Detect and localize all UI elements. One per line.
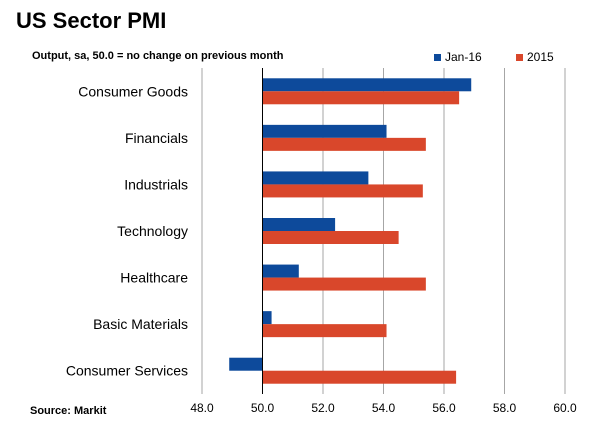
legend: Jan-16 2015 [434,50,554,64]
chart-title: US Sector PMI [16,8,166,33]
x-tick-label: 54.0 [372,401,396,415]
category-label: Consumer Services [66,363,188,379]
chart-subtitle: Output, sa, 50.0 = no change on previous… [32,50,284,62]
x-tick-label: 58.0 [493,401,517,415]
bar-jan16 [262,264,299,278]
legend-label-jan16: Jan-16 [445,50,482,64]
category-label: Basic Materials [93,316,188,332]
category-label: Healthcare [120,270,188,286]
category-label: Industrials [124,176,188,192]
bar-2015 [262,324,387,338]
category-label: Consumer Goods [78,83,188,99]
bar-jan16 [229,357,263,371]
category-label: Financials [125,130,188,146]
bar-2015 [262,231,399,244]
source-note: Source: Markit [30,405,107,417]
bar-jan16 [262,218,336,231]
bar-jan16 [262,311,272,325]
category-labels: Consumer Goods Financials Industrials Techn… [66,83,188,378]
category-label: Technology [117,223,188,239]
legend-swatch-jan16 [434,54,441,61]
bar-jan16 [262,78,472,92]
x-tick-label: 48.0 [190,401,214,415]
legend-label-2015: 2015 [527,50,554,64]
legend-swatch-2015 [516,54,523,61]
bar-2015 [262,91,460,105]
bar-jan16 [262,171,369,185]
x-tick-label: 56.0 [432,401,456,415]
bar-2015 [262,277,426,291]
x-tick-label: 60.0 [553,401,577,415]
bar-2015 [262,370,457,384]
bar-jan16 [262,124,387,138]
bar-2015 [262,137,426,151]
bar-2015 [262,184,423,198]
x-tick-label: 50.0 [251,401,275,415]
x-tick-labels: 48.0 50.0 52.0 54.0 56.0 58.0 60.0 [190,401,577,415]
bars [229,78,472,384]
x-tick-label: 52.0 [311,401,335,415]
